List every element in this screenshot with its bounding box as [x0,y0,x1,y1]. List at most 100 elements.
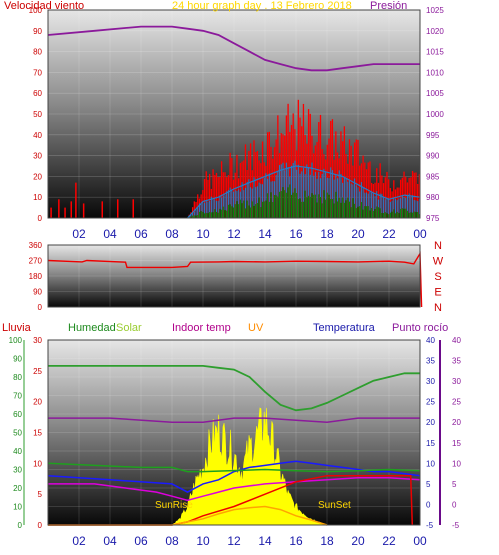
secondary-green-line [47,462,421,473]
pressure-y-tick-label: 1015 [426,48,444,57]
legend-uv: UV [248,322,264,334]
temp-y-tick-label: 10 [426,459,435,468]
dewpoint-y-tick-label: 0 [452,500,457,509]
legend-temperatura: Temperatura [313,322,376,334]
legend-solar: Solar [116,322,142,334]
lluvia-y-tick-label: 40 [13,447,22,456]
wind-x-tick-label: 22 [382,227,396,241]
temperature-line [47,460,421,493]
lluvia-y-tick-label: 100 [9,336,23,345]
dewpoint-y-tick-label: 35 [452,357,461,366]
wind-x-tick-label: 16 [289,227,303,241]
wind-average-line [187,165,421,219]
compass-label: N [434,240,442,252]
wind-x-tick-label: 18 [320,227,334,241]
graph-title: 24 hour graph day . 13 Febrero 2018 [172,0,352,12]
solar-y-tick-label: 15 [33,429,42,438]
wind-pressure-plot [47,25,421,219]
pressure-y-tick-label: 1005 [426,89,444,98]
panel-frame [47,339,421,526]
lluvia-y-tick-label: 60 [13,410,22,419]
multi-x-tick-label: 08 [165,534,179,548]
wind-y-tick-label: 70 [33,68,42,77]
multi-x-tick-label: 16 [289,534,303,548]
multi-x-tick-label: 06 [134,534,148,548]
sunrise-label: SunRise [155,500,193,511]
direction-y-tick-label: 180 [29,272,43,281]
wind-x-tick-label: 14 [258,227,272,241]
dewpoint-y-tick-label: 20 [452,418,461,427]
pressure-y-tick-label: 990 [426,152,440,161]
wind-x-tick-label: 06 [134,227,148,241]
wind-y-tick-label: 0 [38,214,43,223]
temp-y-tick-label: 5 [426,480,431,489]
temp-y-tick-label: -5 [426,521,434,530]
wind-y-tick-label: 50 [33,110,42,119]
pressure-y-tick-label: 1010 [426,68,444,77]
lluvia-y-tick-label: 30 [13,466,22,475]
solar-y-tick-label: 20 [33,398,42,407]
solar-y-tick-label: 0 [38,521,43,530]
solar-y-tick-label: 30 [33,336,42,345]
compass-label: W [433,256,444,268]
multi-x-tick-label: 00 [413,534,427,548]
legend-humedad: Humedad [68,322,116,334]
pressure-y-tick-label: 1025 [426,6,444,15]
legend-lluvia: Lluvia [2,322,32,334]
lluvia-y-tick-label: 20 [13,484,22,493]
lluvia-y-tick-label: 10 [13,503,22,512]
multi-x-tick-label: 12 [227,534,241,548]
dewpoint-y-tick-label: 40 [452,336,461,345]
direction-y-tick-label: 0 [38,303,43,312]
direction-y-tick-label: 270 [29,257,43,266]
wind-direction-line [47,251,423,308]
compass-label: S [434,271,441,283]
wind-x-tick-label: 12 [227,227,241,241]
uv-line [48,505,328,526]
multi-x-tick-label: 22 [382,534,396,548]
multi-x-tick-label: 14 [258,534,272,548]
pressure-y-tick-label: 1020 [426,27,444,36]
wind-y-tick-label: 60 [33,89,42,98]
lluvia-y-tick-label: 50 [13,429,22,438]
panel-frame [47,244,421,308]
direction-panel-background [48,245,420,307]
dewpoint-y-tick-label: 15 [452,439,461,448]
wind-y-tick-label: 30 [33,152,42,161]
pressure-y-tick-label: 980 [426,193,440,202]
dewpoint-y-tick-label: 30 [452,377,461,386]
lluvia-y-tick-label: 70 [13,392,22,401]
pressure-y-tick-label: 995 [426,131,440,140]
compass-label: E [434,287,441,299]
wind-y-tick-label: 80 [33,48,42,57]
humidity-line [48,365,420,412]
wind-y-tick-label: 90 [33,27,42,36]
temp-y-tick-label: 30 [426,377,435,386]
direction-y-tick-label: 360 [29,241,43,250]
compass-label: N [434,302,442,314]
temp-y-tick-label: 25 [426,398,435,407]
multi-x-tick-label: 02 [72,534,86,548]
indoor-temp-line [48,476,421,502]
direction-y-tick-label: 90 [33,288,42,297]
multi-x-tick-label: 18 [320,534,334,548]
legend-punto-rocio: Punto rocío [392,322,448,334]
wind-x-tick-label: 08 [165,227,179,241]
panel-frame [47,9,421,219]
multi-x-tick-label: 10 [196,534,210,548]
wind-speed-label: Velocidad viento [4,0,84,12]
pressure-y-tick-label: 985 [426,172,440,181]
solar-y-tick-label: 5 [38,490,43,499]
temp-y-tick-label: 20 [426,418,435,427]
pressure-y-tick-label: 1000 [426,110,444,119]
multi-weather-plot [47,365,421,526]
legend-indoor-temp: Indoor temp [172,322,231,334]
temp-y-tick-label: 35 [426,357,435,366]
sunset-label: SunSet [318,500,351,511]
pressure-line [47,25,420,72]
dewpoint-y-tick-label: 5 [452,480,457,489]
pressure-label: Presión [370,0,407,12]
temp-y-tick-label: 40 [426,336,435,345]
wind-y-tick-label: 20 [33,172,42,181]
